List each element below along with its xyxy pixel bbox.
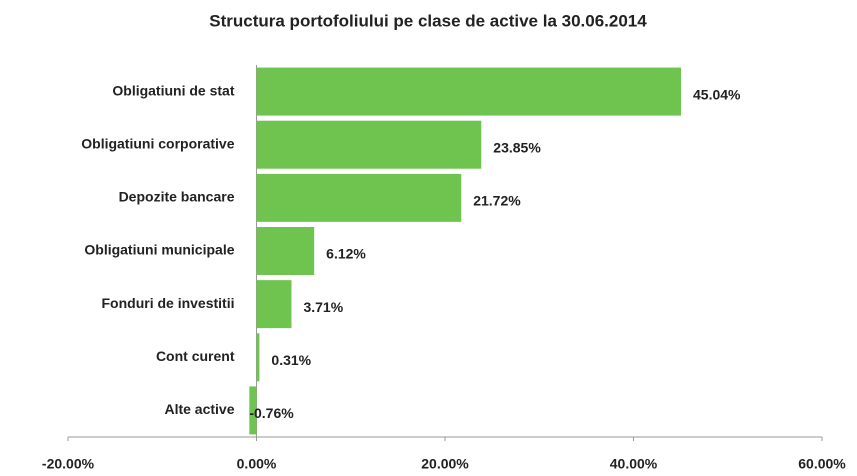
bar bbox=[256, 173, 462, 222]
value-label: 23.85% bbox=[493, 139, 541, 155]
y-tick-label: Obligatiuni municipale bbox=[84, 242, 234, 258]
y-tick-label: Fonduri de investitii bbox=[101, 295, 234, 311]
value-label: 45.04% bbox=[693, 86, 741, 102]
bar bbox=[256, 280, 292, 329]
bar bbox=[256, 227, 315, 275]
bar bbox=[249, 386, 257, 435]
value-label: 6.12% bbox=[326, 246, 366, 262]
y-tick-label: Obligatiuni corporative bbox=[81, 135, 234, 151]
y-tick-label: Depozite bancare bbox=[119, 189, 235, 205]
bar bbox=[256, 120, 482, 169]
bar bbox=[256, 67, 682, 116]
y-tick-label: Cont curent bbox=[156, 348, 235, 364]
y-tick-label: Obligatiuni de stat bbox=[112, 82, 234, 98]
value-label: 0.31% bbox=[271, 352, 311, 368]
chart-title: Structura portofoliului pe clase de acti… bbox=[209, 11, 647, 30]
x-tick-label: 0.00% bbox=[237, 456, 277, 472]
y-tick-label: Alte active bbox=[164, 401, 234, 417]
value-label: 3.71% bbox=[303, 299, 343, 315]
x-tick-label: 60.00% bbox=[798, 456, 846, 472]
x-tick-label: 20.00% bbox=[421, 456, 469, 472]
value-label: 21.72% bbox=[473, 193, 521, 209]
bar bbox=[256, 333, 260, 382]
x-tick-label: -20.00% bbox=[42, 456, 95, 472]
value-label: -0.76% bbox=[249, 405, 294, 421]
x-tick-label: 40.00% bbox=[610, 456, 658, 472]
